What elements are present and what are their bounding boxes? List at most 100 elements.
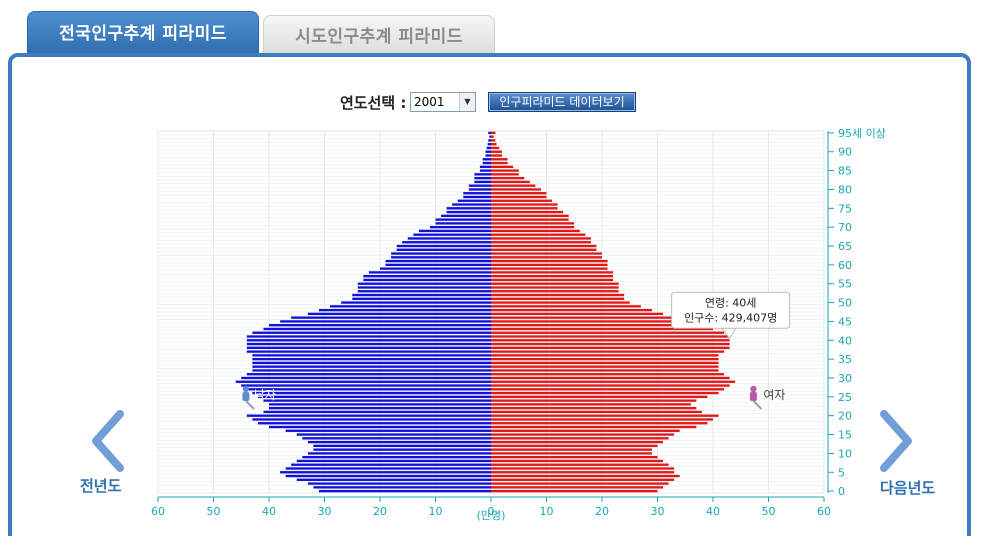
bar-female-age-87 xyxy=(491,161,508,165)
bar-female-age-69 xyxy=(491,229,580,233)
x-tick-label: 30 xyxy=(318,505,332,518)
bar-male-age-69 xyxy=(418,229,491,233)
next-year-button[interactable]: 다음년도 xyxy=(880,479,936,497)
bar-male-age-61 xyxy=(385,259,491,263)
x-tick-label: 60 xyxy=(817,505,831,518)
bar-male-age-43 xyxy=(263,327,491,331)
bar-male-age-82 xyxy=(474,180,491,184)
bar-female-age-92 xyxy=(491,143,497,146)
x-tick-label: 50 xyxy=(762,505,776,518)
bar-female-age-21 xyxy=(491,410,702,414)
y-tick-label: 40 xyxy=(838,334,852,347)
bar-female-age-9 xyxy=(491,456,658,459)
bar-female-age-7 xyxy=(491,463,669,466)
bar-female-age-13 xyxy=(491,440,664,444)
bar-female-age-16 xyxy=(491,429,680,432)
bar-male-age-15 xyxy=(296,433,491,436)
bar-female-age-17 xyxy=(491,425,697,429)
y-tick-label: 60 xyxy=(838,259,852,272)
bar-male-age-84 xyxy=(474,173,491,176)
bar-female-age-70 xyxy=(491,225,575,229)
bar-male-age-7 xyxy=(291,463,491,466)
bar-female-age-31 xyxy=(491,373,725,376)
bar-male-age-44 xyxy=(269,324,491,327)
bar-female-age-79 xyxy=(491,192,547,195)
bar-female-age-20 xyxy=(491,414,719,417)
bar-male-age-67 xyxy=(407,237,491,240)
bar-female-age-24 xyxy=(491,399,697,402)
x-tick-label: 20 xyxy=(373,505,387,518)
bar-male-age-3 xyxy=(296,478,491,481)
y-tick-label: 80 xyxy=(838,183,852,196)
view-data-button[interactable]: 인구피라미드 데이터보기 xyxy=(488,92,636,112)
bar-male-age-46 xyxy=(291,316,491,319)
bar-male-age-63 xyxy=(391,252,491,255)
bar-male-age-76 xyxy=(452,203,491,206)
bar-male-age-55 xyxy=(357,282,491,285)
bar-male-age-5 xyxy=(280,471,491,474)
bar-male-age-78 xyxy=(463,195,491,199)
x-tick-label: 50 xyxy=(207,505,221,518)
prev-year-button[interactable]: 전년도 xyxy=(80,477,122,495)
bar-female-age-46 xyxy=(491,316,680,319)
bar-female-age-23 xyxy=(491,403,691,406)
bar-male-age-9 xyxy=(302,456,491,459)
x-tick-label: 0 xyxy=(488,505,495,518)
bar-female-age-71 xyxy=(491,222,575,225)
bar-female-age-8 xyxy=(491,459,664,463)
bar-male-age-39 xyxy=(246,342,491,346)
prev-year-arrow-icon[interactable] xyxy=(90,410,126,472)
year-select[interactable]: 2001 ▼ xyxy=(410,92,476,112)
bar-female-age-29 xyxy=(491,380,736,383)
y-tick-label: 70 xyxy=(838,221,852,234)
bar-male-age-1 xyxy=(313,486,491,489)
bar-female-age-12 xyxy=(491,444,658,448)
year-select-value: 2001 xyxy=(414,95,445,109)
bar-male-age-62 xyxy=(391,256,491,259)
bar-female-age-84 xyxy=(491,173,519,176)
y-tick-label: 35 xyxy=(838,353,852,366)
bar-male-age-86 xyxy=(479,165,491,168)
bar-female-age-22 xyxy=(491,406,697,410)
y-tick-label: 85 xyxy=(838,165,852,178)
female-head-icon xyxy=(750,385,757,393)
tab-national-pyramid[interactable]: 전국인구추계 피라미드 xyxy=(27,11,259,55)
next-year-arrow-icon[interactable] xyxy=(878,410,914,472)
x-unit-label: (만명) xyxy=(477,509,506,522)
bar-female-age-38 xyxy=(491,346,730,349)
bar-female-age-57 xyxy=(491,275,614,278)
bar-female-age-85 xyxy=(491,169,519,172)
bar-female-age-55 xyxy=(491,282,619,285)
bar-female-age-90 xyxy=(491,150,503,153)
bar-female-age-59 xyxy=(491,267,608,270)
bar-male-age-66 xyxy=(402,241,491,244)
chevron-down-icon[interactable]: ▼ xyxy=(459,93,475,111)
bar-male-age-91 xyxy=(486,146,491,150)
bar-female-age-1 xyxy=(491,486,664,489)
bar-female-age-4 xyxy=(491,474,680,478)
tab-province-pyramid[interactable]: 시도인구추계 피라미드 xyxy=(263,15,495,55)
bar-male-age-49 xyxy=(330,305,491,308)
bar-female-age-42 xyxy=(491,331,725,334)
bar-male-age-70 xyxy=(429,225,491,229)
bar-female-age-10 xyxy=(491,452,652,455)
bar-male-age-41 xyxy=(246,335,491,338)
bar-male-age-27 xyxy=(246,388,491,391)
bar-female-age-15 xyxy=(491,433,675,436)
bar-male-age-81 xyxy=(468,184,491,187)
bar-male-age-14 xyxy=(302,437,491,440)
bar-female-age-65 xyxy=(491,244,597,248)
bar-female-age-63 xyxy=(491,252,602,255)
bar-male-age-95 xyxy=(488,131,491,135)
bar-male-age-16 xyxy=(285,429,491,432)
x-tick-label: 10 xyxy=(540,505,554,518)
bar-male-age-26 xyxy=(252,391,491,395)
bar-female-age-33 xyxy=(491,365,719,368)
bar-female-age-47 xyxy=(491,312,664,316)
bar-female-age-82 xyxy=(491,180,530,184)
y-tick-label: 45 xyxy=(838,315,852,328)
bar-male-age-73 xyxy=(441,214,491,218)
bar-male-age-35 xyxy=(252,357,491,361)
bar-male-age-80 xyxy=(468,188,491,191)
bar-male-age-75 xyxy=(446,207,491,210)
